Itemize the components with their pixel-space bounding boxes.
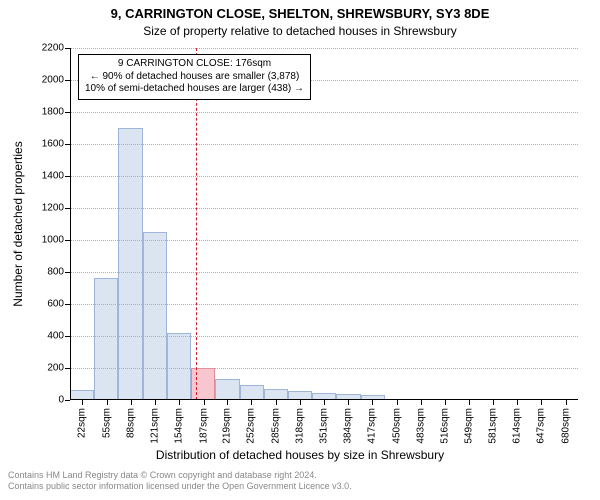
xtick-label: 647sqm [536,408,547,444]
annotation-box: 9 CARRINGTON CLOSE: 176sqm ← 90% of deta… [78,54,311,100]
annotation-line-3: 10% of semi-detached houses are larger (… [85,83,304,96]
grid-line [70,304,578,305]
xtick-label: 351sqm [319,408,330,444]
xtick-mark [348,400,349,405]
ytick-mark [65,112,70,113]
histogram-bar [94,278,118,400]
annotation-line-1: 9 CARRINGTON CLOSE: 176sqm [85,58,304,71]
ytick-label: 200 [47,363,64,374]
xtick-mark [469,400,470,405]
xtick-label: 417sqm [367,408,378,444]
xtick-mark [566,400,567,405]
xtick-mark [324,400,325,405]
histogram-bar [143,232,167,400]
xtick-label: 516sqm [440,408,451,444]
xtick-mark [131,400,132,405]
xtick-label: 384sqm [343,408,354,444]
xtick-mark [204,400,205,405]
ytick-mark [65,80,70,81]
xtick-mark [397,400,398,405]
xtick-mark [276,400,277,405]
footer-line-1: Contains HM Land Registry data © Crown c… [8,470,600,481]
axis-left-line [70,48,71,400]
grid-line [70,272,578,273]
ytick-mark [65,304,70,305]
xtick-mark [107,400,108,405]
ytick-label: 0 [58,395,64,406]
xtick-label: 88sqm [125,408,136,438]
grid-line [70,336,578,337]
ytick-label: 1200 [42,203,64,214]
chart-subtitle: Size of property relative to detached ho… [0,24,600,38]
ytick-mark [65,272,70,273]
ytick-mark [65,368,70,369]
histogram-bar [118,128,142,400]
xtick-label: 483sqm [415,408,426,444]
xtick-label: 614sqm [512,408,523,444]
xtick-mark [300,400,301,405]
y-axis-label: Number of detached properties [11,141,25,306]
xtick-label: 549sqm [464,408,475,444]
xtick-label: 55sqm [101,408,112,438]
grid-line [70,240,578,241]
chart-title: 9, CARRINGTON CLOSE, SHELTON, SHREWSBURY… [0,6,600,21]
xtick-label: 318sqm [294,408,305,444]
xtick-mark [541,400,542,405]
xtick-label: 252sqm [246,408,257,444]
plot-area: 0200400600800100012001400160018002000220… [70,48,578,400]
footer-attribution: Contains HM Land Registry data © Crown c… [0,470,600,492]
xtick-mark [493,400,494,405]
ytick-mark [65,240,70,241]
xtick-label: 22sqm [77,408,88,438]
xtick-mark [227,400,228,405]
ytick-label: 1400 [42,171,64,182]
ytick-label: 600 [47,299,64,310]
bars-layer [70,48,578,400]
ytick-label: 1000 [42,235,64,246]
ytick-label: 400 [47,331,64,342]
xtick-mark [445,400,446,405]
xtick-mark [421,400,422,405]
reference-line [196,48,197,400]
annotation-line-2: ← 90% of detached houses are smaller (3,… [85,71,304,84]
grid-line [70,48,578,49]
xtick-label: 680sqm [560,408,571,444]
chart-container: 9, CARRINGTON CLOSE, SHELTON, SHREWSBURY… [0,0,600,500]
ytick-mark [65,208,70,209]
xtick-label: 450sqm [391,408,402,444]
xtick-label: 121sqm [150,408,161,444]
grid-line [70,144,578,145]
ytick-label: 800 [47,267,64,278]
xtick-mark [251,400,252,405]
ytick-label: 2200 [42,43,64,54]
grid-line [70,368,578,369]
xtick-label: 581sqm [487,408,498,444]
x-axis-label: Distribution of detached houses by size … [0,448,600,462]
xtick-label: 187sqm [198,408,209,444]
footer-line-2: Contains public sector information licen… [8,481,600,492]
histogram-bar [215,379,239,400]
ytick-mark [65,336,70,337]
xtick-mark [82,400,83,405]
xtick-mark [372,400,373,405]
grid-line [70,112,578,113]
histogram-bar [167,333,191,400]
ytick-mark [65,176,70,177]
xtick-label: 154sqm [174,408,185,444]
xtick-label: 219sqm [222,408,233,444]
ytick-mark [65,144,70,145]
ytick-label: 1800 [42,107,64,118]
ytick-mark [65,400,70,401]
xtick-mark [517,400,518,405]
grid-line [70,208,578,209]
xtick-label: 285sqm [270,408,281,444]
xtick-mark [155,400,156,405]
grid-line [70,176,578,177]
ytick-mark [65,48,70,49]
ytick-label: 1600 [42,139,64,150]
xtick-mark [179,400,180,405]
histogram-bar [240,385,264,400]
ytick-label: 2000 [42,75,64,86]
